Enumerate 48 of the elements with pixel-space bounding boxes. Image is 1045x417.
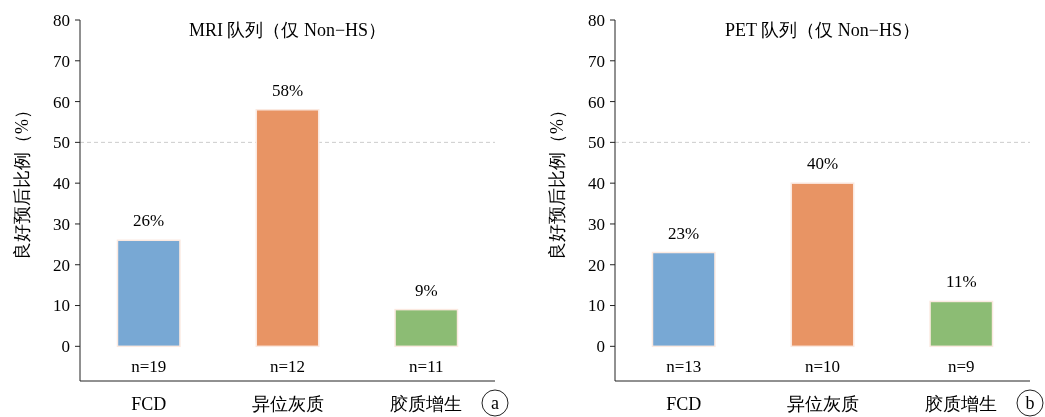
y-tick-label: 80	[53, 10, 70, 30]
x-tick-label: FCD	[666, 394, 702, 414]
chart-title: PET 队列（仅 Non−HS）	[725, 20, 920, 40]
data-label: 26%	[133, 211, 165, 231]
y-tick-label: 50	[53, 133, 70, 153]
y-tick-label: 30	[53, 214, 70, 234]
data-label: 40%	[806, 154, 839, 174]
panel-letter: b	[1016, 389, 1044, 417]
y-tick-label: 80	[588, 10, 605, 30]
y-tick-label: 50	[588, 133, 605, 153]
y-tick-label: 20	[588, 255, 605, 275]
y-tick-label: 70	[588, 51, 605, 71]
y-tick-label: 30	[588, 214, 605, 234]
data-label: 23%	[668, 223, 700, 243]
x-tick-label: 异位灰质	[251, 394, 324, 414]
annotation: n=10	[804, 357, 841, 377]
y-tick-label: 10	[588, 296, 605, 316]
data-label: 58%	[271, 80, 304, 100]
y-tick-label: 0	[61, 337, 70, 357]
bar	[790, 182, 855, 348]
chart-title: MRI 队列（仅 Non−HS）	[188, 20, 387, 40]
y-tick-label: 10	[53, 296, 70, 316]
annotation: n=9	[948, 357, 975, 377]
annotation: n=11	[409, 357, 444, 377]
x-tick-label: 异位灰质	[786, 394, 859, 414]
bar	[651, 251, 716, 348]
y-tick-label: 70	[53, 51, 70, 71]
bar	[255, 108, 320, 348]
annotation: n=19	[131, 357, 167, 377]
y-tick-label: 60	[588, 92, 605, 112]
annotation: n=13	[666, 357, 702, 377]
y-axis-title: 良好预后比例（%）	[12, 101, 32, 260]
x-tick-label: 胶质增生	[390, 394, 463, 414]
x-tick-label: 胶质增生	[925, 394, 998, 414]
annotation: n=12	[269, 357, 306, 377]
data-label: 9%	[414, 280, 438, 300]
y-tick-label: 40	[53, 174, 70, 194]
x-tick-label: FCD	[131, 394, 167, 414]
y-tick-label: 60	[53, 92, 70, 112]
y-tick-label: 0	[596, 337, 605, 357]
y-tick-label: 40	[588, 174, 605, 194]
panel-letter: a	[481, 389, 509, 417]
y-tick-label: 20	[53, 255, 70, 275]
y-axis-title: 良好预后比例（%）	[547, 101, 567, 260]
bar	[929, 300, 994, 348]
data-label: 11%	[946, 272, 977, 292]
bar	[116, 239, 181, 348]
bar	[394, 308, 459, 348]
